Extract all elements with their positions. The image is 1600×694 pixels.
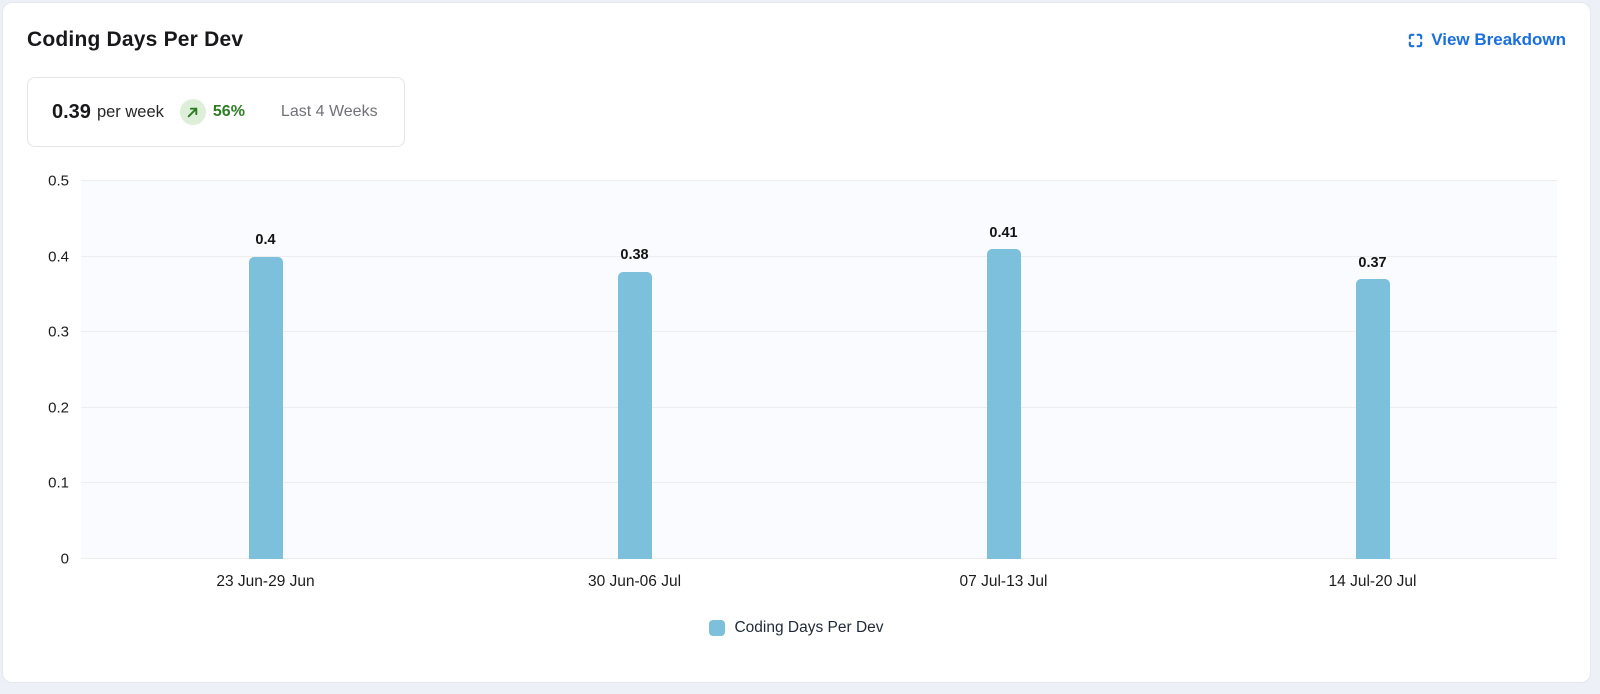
- y-axis-tick-label: 0.2: [48, 399, 69, 417]
- y-axis-tick-label: 0.4: [48, 248, 69, 266]
- x-axis-label: 14 Jul-20 Jul: [1328, 573, 1417, 590]
- gridline: [81, 482, 1557, 484]
- summary-card: 0.39 per week 56% Last 4 Weeks: [27, 77, 405, 147]
- view-breakdown-button[interactable]: View Breakdown: [1407, 30, 1566, 50]
- plot-area: 0.4 0.38 0.41 0.37: [81, 180, 1557, 559]
- y-axis-labels: 0 0.1 0.2 0.3 0.4 0.5: [3, 174, 69, 567]
- bar[interactable]: [248, 256, 283, 559]
- gridline: [81, 558, 1557, 559]
- legend-label: Coding Days Per Dev: [734, 619, 884, 636]
- gridline: [81, 180, 1557, 181]
- x-axis-labels: 23 Jun-29 Jun 30 Jun-06 Jul 07 Jul-13 Jul 1…: [81, 573, 1557, 595]
- card-header: Coding Days Per Dev View Breakdown: [27, 28, 1566, 52]
- bar[interactable]: [1355, 279, 1390, 559]
- y-axis-tick-label: 0.5: [48, 172, 69, 190]
- x-axis-label: 07 Jul-13 Jul: [959, 573, 1048, 590]
- trend-percent: 56%: [212, 103, 245, 120]
- y-axis-tick-label: 0: [60, 550, 69, 568]
- metric-value: 0.39: [52, 100, 91, 123]
- y-axis-tick-label: 0.1: [48, 474, 69, 492]
- legend-swatch: [709, 620, 726, 636]
- bar[interactable]: [986, 249, 1021, 559]
- bar-value-label: 0.38: [620, 247, 649, 264]
- metric-card: Coding Days Per Dev View Breakdown 0.39 …: [2, 2, 1591, 683]
- gridline: [81, 331, 1557, 333]
- period-label: Last 4 Weeks: [280, 103, 378, 120]
- metric-unit: per week: [96, 102, 164, 121]
- gridline: [81, 406, 1557, 408]
- bar-value-label: 0.41: [989, 224, 1018, 241]
- view-breakdown-label: View Breakdown: [1431, 30, 1566, 49]
- expand-icon: [1407, 32, 1424, 49]
- gridline: [81, 255, 1557, 257]
- x-axis-label: 30 Jun-06 Jul: [587, 573, 682, 590]
- trend-badge: [179, 99, 206, 125]
- bar-value-label: 0.37: [1358, 254, 1387, 271]
- x-axis-label: 23 Jun-29 Jun: [216, 573, 315, 590]
- trend-up-arrow-icon: [186, 106, 199, 119]
- legend: Coding Days Per Dev: [3, 619, 1590, 637]
- page-title: Coding Days Per Dev: [27, 28, 244, 51]
- y-axis-tick-label: 0.3: [48, 323, 69, 341]
- legend-item[interactable]: Coding Days Per Dev: [709, 619, 884, 637]
- bar-value-label: 0.4: [255, 232, 276, 249]
- bar[interactable]: [617, 271, 652, 559]
